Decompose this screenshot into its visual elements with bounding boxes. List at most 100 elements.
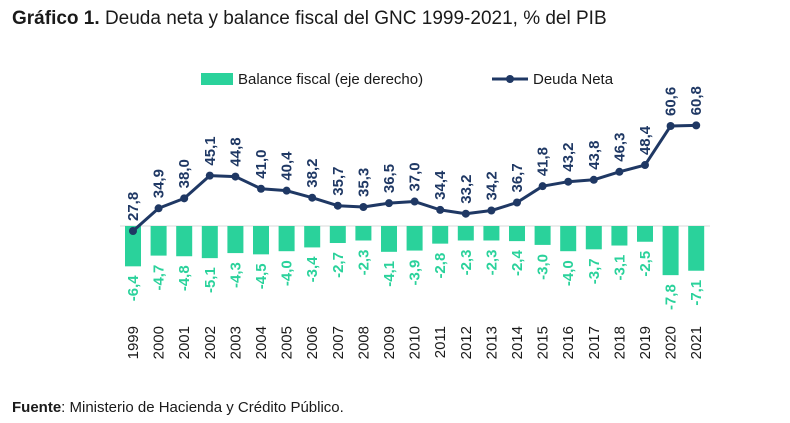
balance-label-2002: -5,1 xyxy=(202,267,219,293)
debt-label-2021: 60,8 xyxy=(688,86,705,115)
year-label-2016: 2016 xyxy=(560,326,577,359)
year-label-2005: 2005 xyxy=(279,326,296,359)
debt-label-2006: 38,2 xyxy=(304,159,321,188)
debt-point-2011 xyxy=(436,205,445,214)
year-label-2007: 2007 xyxy=(330,326,347,359)
debt-label-2003: 44,8 xyxy=(227,137,244,166)
debt-point-2009 xyxy=(385,199,393,208)
debt-point-2020 xyxy=(666,122,675,130)
balance-label-2013: -2,3 xyxy=(483,250,500,276)
balance-label-2006: -3,4 xyxy=(304,256,321,283)
balance-label-2011: -2,8 xyxy=(432,253,449,279)
balance-label-2021: -7,1 xyxy=(688,280,705,306)
balance-bar-2021 xyxy=(688,226,705,271)
balance-bar-2003 xyxy=(227,226,244,254)
debt-point-2019 xyxy=(641,161,649,170)
debt-point-2002 xyxy=(205,171,214,180)
balance-label-2000: -4,7 xyxy=(151,265,168,291)
year-label-2011: 2011 xyxy=(432,326,449,358)
debt-label-2014: 36,7 xyxy=(509,163,526,192)
balance-label-2016: -4,0 xyxy=(560,260,577,286)
chart-title: Gráfico 1. Deuda neta y balance fiscal d… xyxy=(12,8,607,30)
legend-balance-label: Balance fiscal (eje derecho) xyxy=(238,71,423,88)
debt-point-2007 xyxy=(333,201,342,210)
chart-title-prefix: Gráfico 1. xyxy=(12,8,100,29)
debt-point-2010 xyxy=(410,197,419,206)
year-label-2003: 2003 xyxy=(227,326,244,359)
year-label-2019: 2019 xyxy=(637,326,654,359)
balance-bar-2019 xyxy=(637,226,653,242)
balance-bar-2000 xyxy=(150,226,167,256)
year-label-2001: 2001 xyxy=(176,326,193,359)
debt-label-1999: 27,8 xyxy=(125,192,142,221)
debt-point-1999 xyxy=(129,227,137,235)
source-prefix: Fuente xyxy=(12,399,62,416)
debt-label-2017: 43,8 xyxy=(586,141,603,170)
year-label-1999: 1999 xyxy=(125,326,142,359)
debt-label-2012: 33,2 xyxy=(458,175,475,204)
balance-bar-1999 xyxy=(125,226,141,267)
balance-bar-2009 xyxy=(381,226,397,252)
debt-label-2011: 34,4 xyxy=(432,170,449,200)
balance-bar-2012 xyxy=(457,226,474,241)
balance-bar-2010 xyxy=(406,226,423,251)
debt-point-2015 xyxy=(538,182,547,191)
debt-point-2000 xyxy=(154,204,163,213)
balance-bar-2007 xyxy=(329,226,346,244)
debt-label-2019: 48,4 xyxy=(637,125,654,155)
source-text: : Ministerio de Hacienda y Crédito Públi… xyxy=(61,399,344,416)
year-label-2004: 2004 xyxy=(253,326,270,359)
balance-bars xyxy=(125,226,705,276)
debt-label-2002: 45,1 xyxy=(202,136,219,165)
balance-bar-2017 xyxy=(585,226,602,250)
year-label-2014: 2014 xyxy=(509,326,526,359)
year-label-2006: 2006 xyxy=(304,326,321,359)
year-label-2020: 2020 xyxy=(663,326,680,359)
balance-bar-2020 xyxy=(662,226,679,276)
balance-label-2005: -4,0 xyxy=(279,260,296,286)
balance-label-2007: -2,7 xyxy=(330,252,347,278)
source-note: Fuente: Ministerio de Hacienda y Crédito… xyxy=(12,399,344,416)
balance-bar-2014 xyxy=(509,226,525,242)
debt-point-2001 xyxy=(180,194,189,203)
debt-point-2006 xyxy=(308,193,317,202)
year-label-2018: 2018 xyxy=(611,326,628,359)
debt-point-2008 xyxy=(359,202,368,211)
balance-label-2020: -7,8 xyxy=(663,284,680,310)
debt-label-2010: 37,0 xyxy=(407,162,424,191)
chart-title-text: Deuda neta y balance fiscal del GNC 1999… xyxy=(104,8,607,29)
balance-bar-2016 xyxy=(560,226,577,252)
balance-label-2010: -3,9 xyxy=(407,260,424,286)
balance-labels: -6,4 -4,7 -4,8 -5,1 -4,3 -4,5 -4,0 -3,4 -2,7 -2,3… xyxy=(125,250,705,311)
year-label-2000: 2000 xyxy=(151,326,168,359)
debt-label-2009: 36,5 xyxy=(381,164,398,193)
balance-label-2001: -4,8 xyxy=(176,265,193,291)
legend-balance-swatch xyxy=(201,73,233,85)
balance-label-2017: -3,7 xyxy=(586,258,603,284)
debt-point-2017 xyxy=(589,175,598,184)
debt-label-2018: 46,3 xyxy=(611,133,628,162)
balance-bar-2006 xyxy=(304,226,321,248)
year-label-2008: 2008 xyxy=(355,326,372,359)
balance-label-2009: -4,1 xyxy=(381,261,398,287)
debt-point-2003 xyxy=(231,172,240,181)
year-label-2012: 2012 xyxy=(458,326,475,359)
debt-label-2015: 41,8 xyxy=(535,147,552,176)
legend: Balance fiscal (eje derecho) Deuda Neta xyxy=(201,71,614,88)
balance-bar-2013 xyxy=(483,226,500,241)
balance-bar-2002 xyxy=(201,226,218,259)
debt-label-2000: 34,9 xyxy=(151,169,168,198)
debt-point-2004 xyxy=(257,184,265,193)
balance-bar-2005 xyxy=(278,226,295,252)
debt-point-2012 xyxy=(461,209,470,218)
debt-label-2008: 35,3 xyxy=(355,168,372,197)
balance-bar-2001 xyxy=(176,226,193,257)
debt-label-2007: 35,7 xyxy=(330,167,347,196)
year-label-2015: 2015 xyxy=(535,326,552,359)
balance-label-2008: -2,3 xyxy=(355,250,372,276)
balance-label-1999: -6,4 xyxy=(125,275,142,302)
balance-label-2019: -2,5 xyxy=(637,251,654,277)
year-label-2002: 2002 xyxy=(202,326,219,359)
balance-label-2014: -2,4 xyxy=(509,250,526,277)
balance-bar-2008 xyxy=(355,226,372,241)
